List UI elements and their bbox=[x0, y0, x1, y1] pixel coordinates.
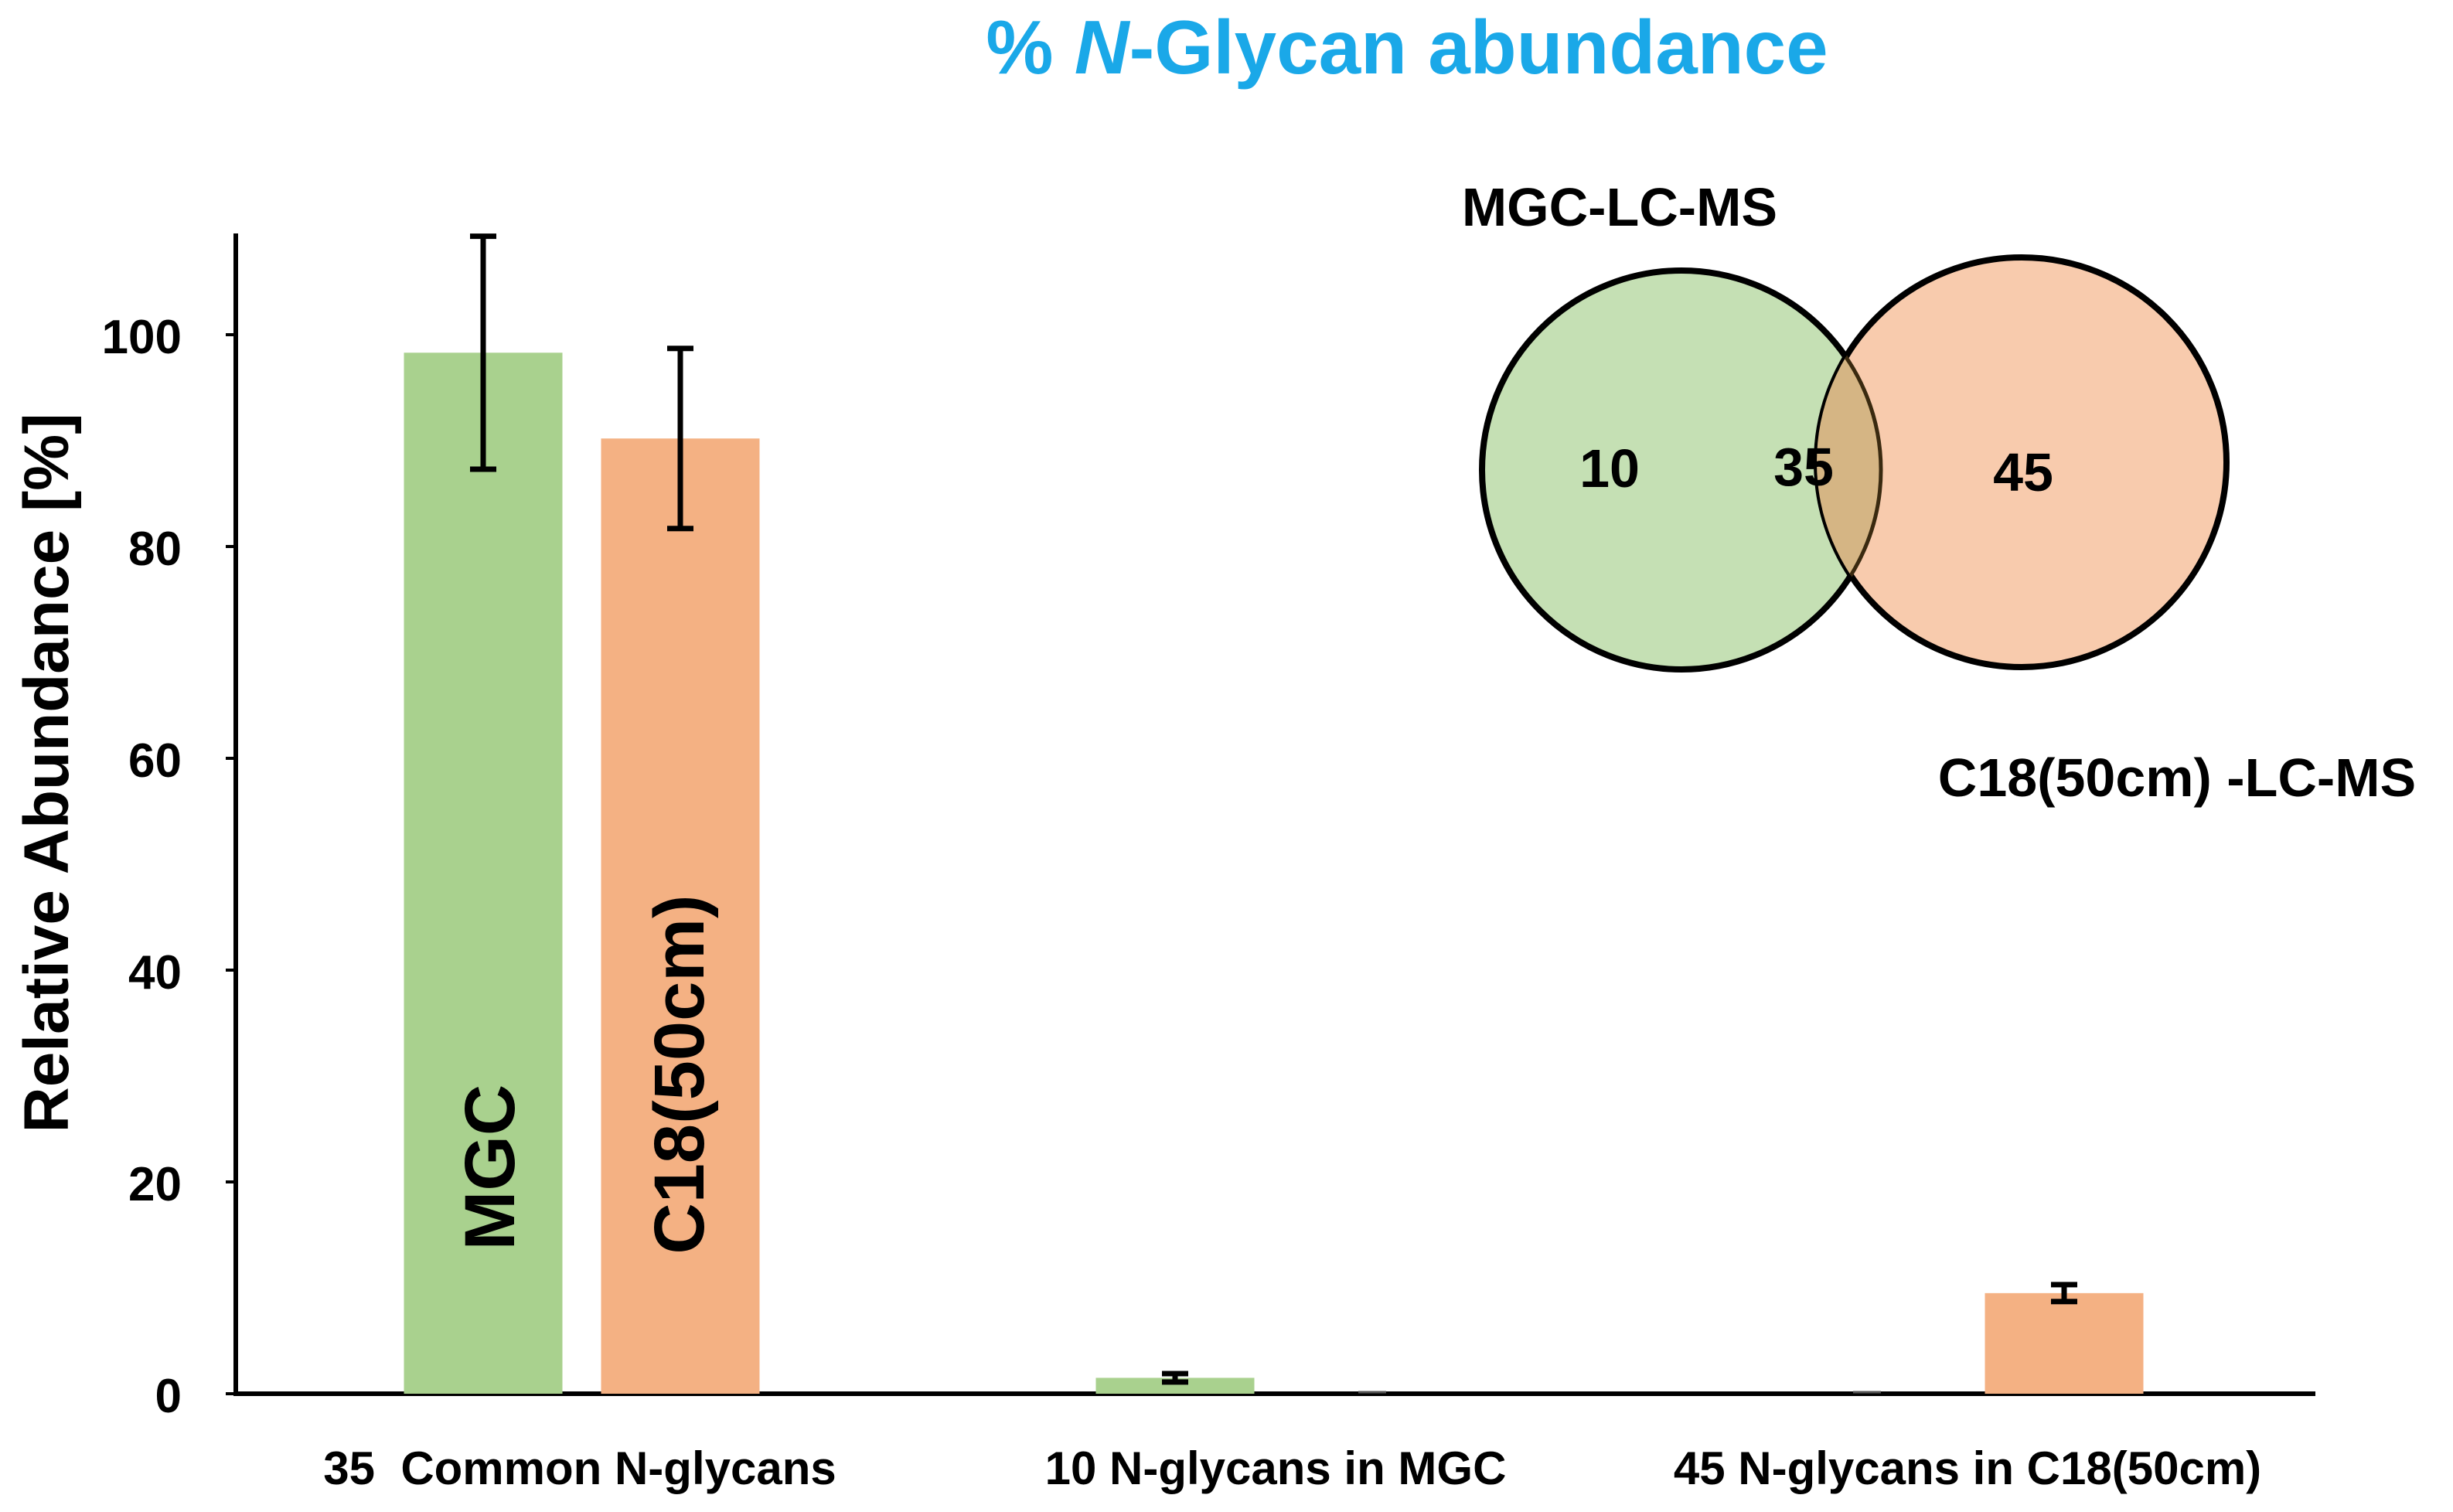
x-tick-label: 35 Common N-glycans bbox=[323, 1442, 836, 1494]
x-tick-labels: 35 Common N-glycans 10 N-glycans in MGC 45… bbox=[323, 1442, 2261, 1494]
y-tick-label: 20 bbox=[128, 1158, 182, 1211]
y-tick-label: 100 bbox=[102, 311, 182, 364]
chart-title-italic: N bbox=[1075, 5, 1131, 90]
bars bbox=[404, 352, 2144, 1394]
venn-label-c18: C18(50cm) -LC-MS bbox=[1938, 747, 2416, 808]
y-tick-label: 60 bbox=[128, 734, 182, 788]
bar bbox=[1095, 1377, 1255, 1394]
venn-label-mgc: MGC-LC-MS bbox=[1462, 177, 1777, 237]
chart-title: % N-Glycan abundance bbox=[986, 5, 1828, 90]
venn-value-overlap: 35 bbox=[1773, 437, 1834, 497]
error-bars bbox=[470, 233, 2077, 1385]
venn-overlap-edge bbox=[1817, 268, 1883, 667]
venn-value-mgc-only: 10 bbox=[1579, 438, 1640, 499]
x-tick-label: 10 N-glycans in MGC bbox=[1045, 1442, 1507, 1494]
bar-label-c18: C18(50cm) bbox=[640, 894, 719, 1254]
y-tick-label: 80 bbox=[128, 523, 182, 576]
y-ticks: 0 20 40 60 80 100 bbox=[102, 311, 236, 1423]
y-tick-label: 0 bbox=[155, 1370, 182, 1423]
x-tick-label: 45 N-glycans in C18(50cm) bbox=[1674, 1442, 2261, 1494]
venn-diagram: 10 35 45 MGC-LC-MS C18(50cm) -LC-MS bbox=[1462, 177, 2416, 808]
bar bbox=[404, 352, 563, 1394]
chart-title-prefix: % bbox=[986, 5, 1074, 90]
venn-value-c18-only: 45 bbox=[1993, 442, 2053, 502]
y-axis-label: Relative Abundance [%] bbox=[12, 413, 82, 1132]
y-tick-label: 40 bbox=[128, 946, 182, 999]
bar-label-mgc: MGC bbox=[451, 1085, 530, 1251]
bar bbox=[601, 438, 760, 1394]
chart-title-suffix: -Glycan abundance bbox=[1129, 5, 1828, 90]
bar bbox=[1985, 1292, 2144, 1394]
